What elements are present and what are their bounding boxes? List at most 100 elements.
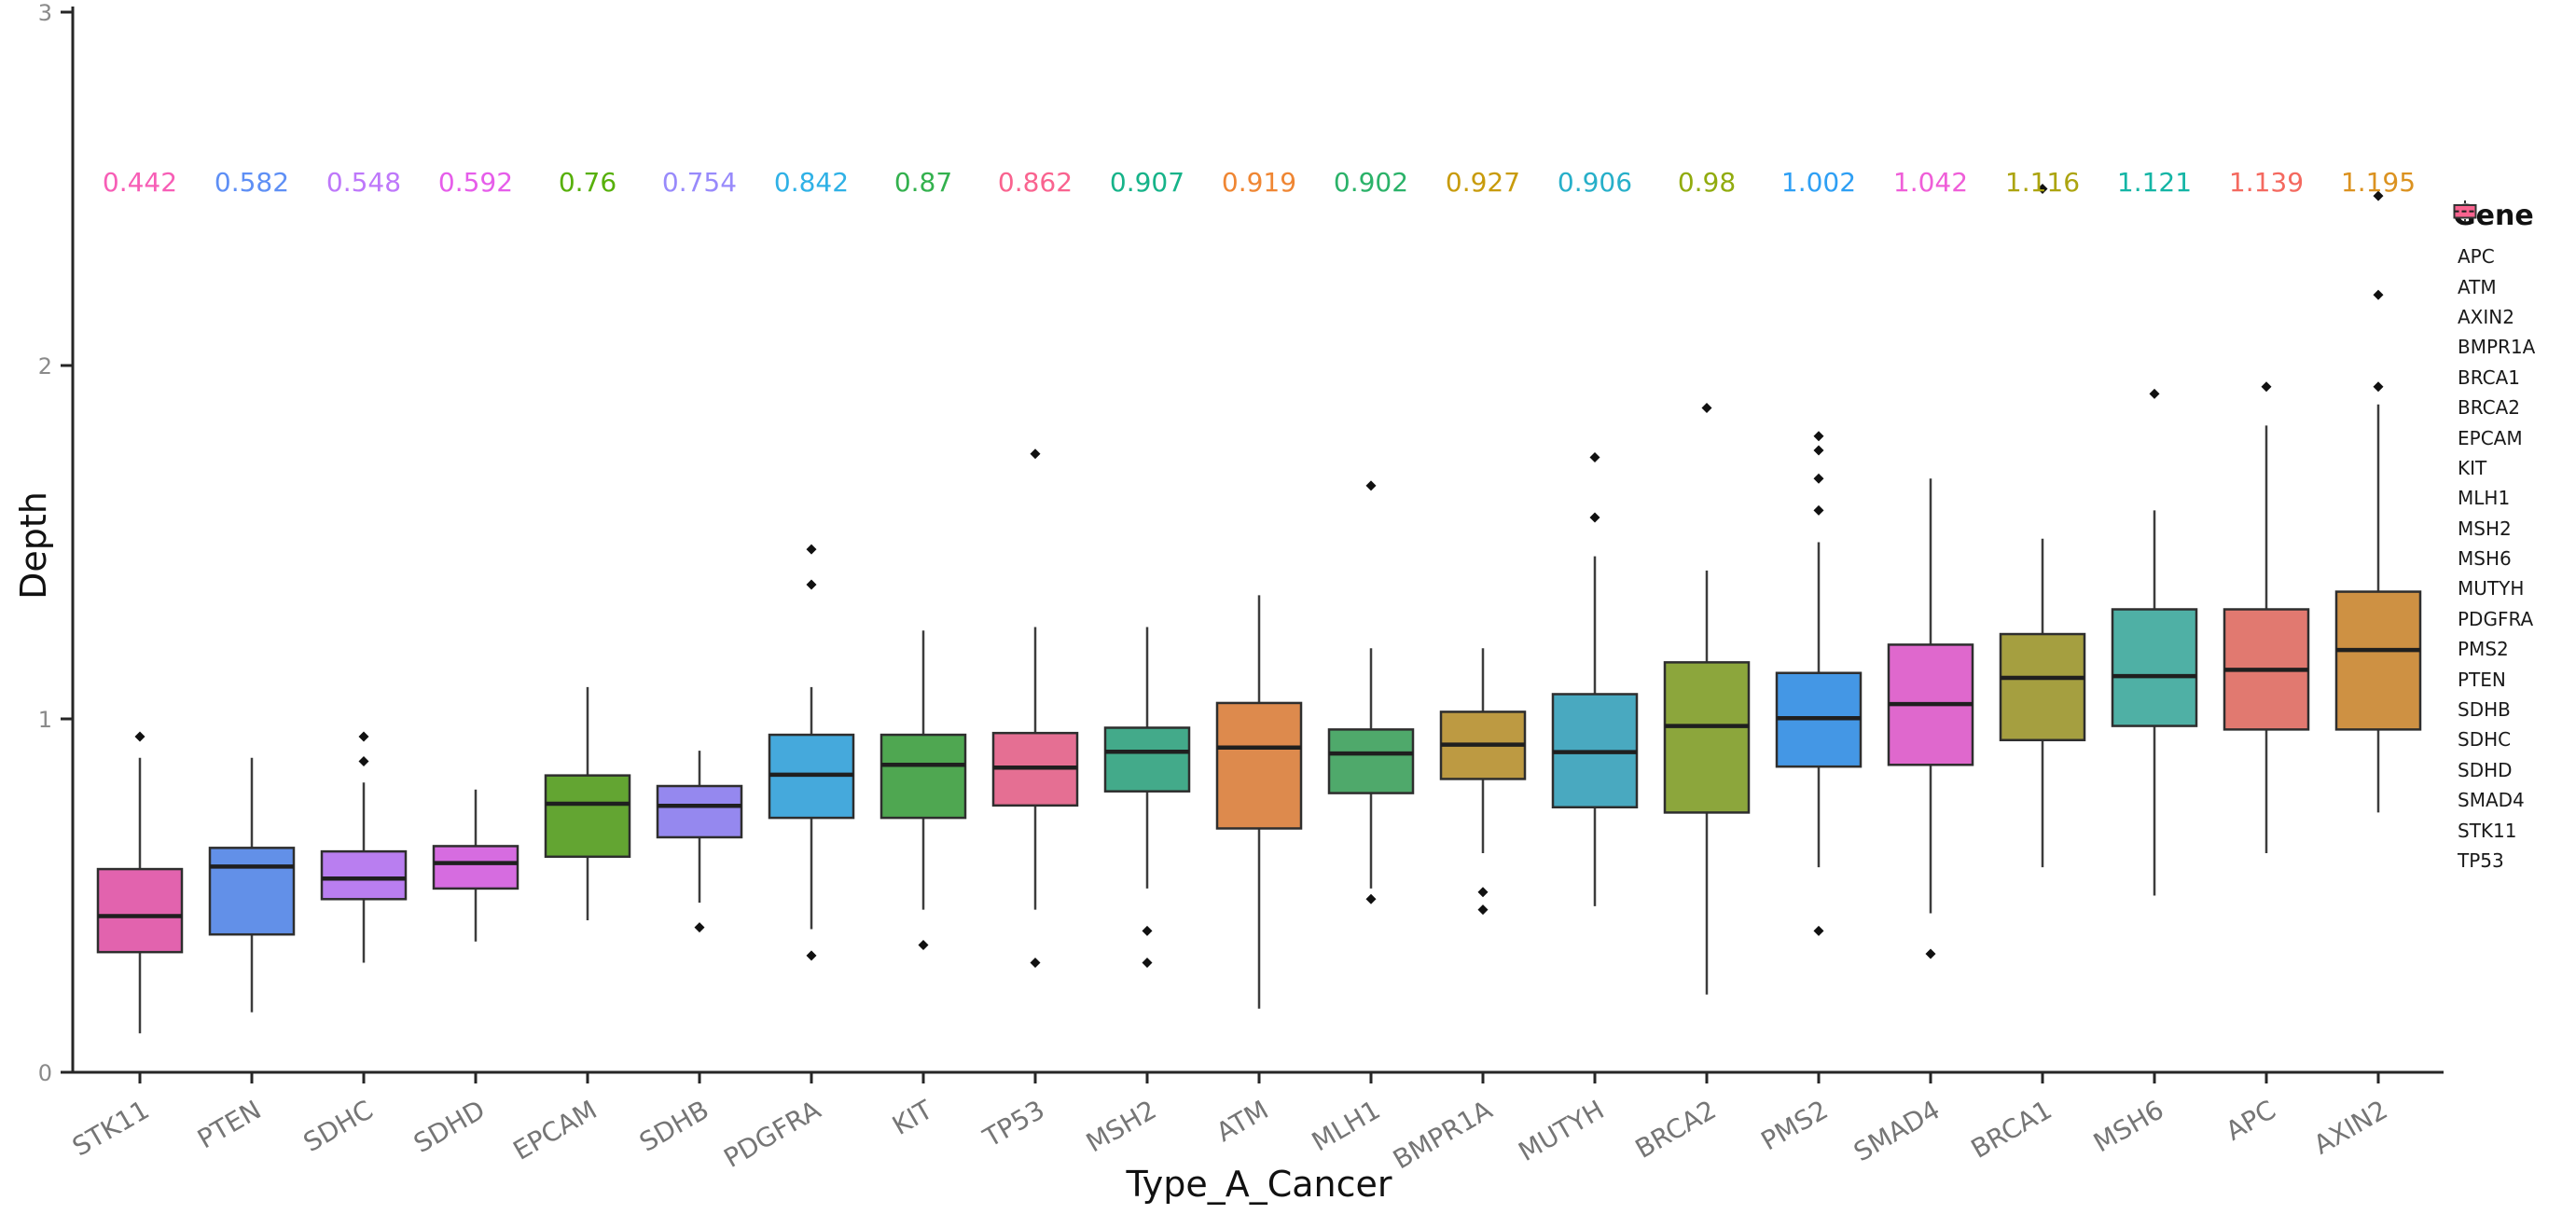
outlier-TP53 — [1030, 958, 1041, 969]
value-label-STK11: 0.442 — [103, 167, 177, 198]
legend-item-BRCA2: BRCA2 — [2451, 200, 2535, 422]
value-label-MUTYH: 0.906 — [1558, 167, 1632, 198]
outlier-TP53 — [1030, 448, 1041, 460]
box-BRCA2 — [1663, 661, 1751, 814]
legend-item-label: EPCAM — [2458, 426, 2523, 449]
x-tick-label-AXIN2: AXIN2 — [2308, 1094, 2392, 1160]
outlier-BMPR1A — [1477, 887, 1489, 898]
value-label-PMS2: 1.002 — [1781, 167, 1856, 198]
outlier-PDGFRA — [806, 579, 817, 590]
x-tick-label-STK11: STK11 — [67, 1094, 154, 1162]
value-label-PTEN: 0.582 — [215, 167, 289, 198]
y-axis-title: Depth — [13, 491, 54, 600]
legend-item-label: BRCA2 — [2458, 396, 2520, 420]
outlier-STK11 — [134, 731, 145, 742]
legend-item-APC: APC — [2451, 200, 2535, 271]
value-label-AXIN2: 1.195 — [2341, 167, 2416, 198]
y-tick-label: 0 — [38, 1060, 52, 1086]
outlier-MUTYH — [1589, 512, 1600, 523]
value-label-APC: 1.139 — [2229, 167, 2304, 198]
legend-item-MUTYH: MUTYH — [2451, 200, 2535, 603]
outlier-SDHB — [694, 922, 705, 933]
outlier-PDGFRA — [806, 544, 817, 555]
box-KIT — [879, 733, 967, 820]
x-tick-label-KIT: KIT — [887, 1094, 938, 1141]
x-tick-label-SDHD: SDHD — [409, 1094, 490, 1159]
x-tick-label-SDHB: SDHB — [634, 1094, 713, 1157]
legend-item-EPCAM: EPCAM — [2451, 200, 2535, 452]
outlier-PMS2 — [1813, 473, 1824, 484]
value-label-BRCA2: 0.98 — [1678, 167, 1736, 198]
legend-item-label: BRCA1 — [2458, 366, 2520, 389]
x-tick-label-TP53: TP53 — [977, 1094, 1050, 1153]
outlier-KIT — [918, 940, 929, 951]
legend-item-BMPR1A: BMPR1A — [2451, 200, 2536, 362]
outlier-PDGFRA — [806, 950, 817, 961]
x-tick-label-PMS2: PMS2 — [1756, 1094, 1834, 1156]
legend-item-label: PDGFRA — [2458, 607, 2534, 630]
box-STK11 — [96, 867, 184, 954]
legend-item-label: STK11 — [2458, 819, 2517, 842]
legend-item-STK11: STK11 — [2451, 200, 2535, 845]
legend-item-PTEN: PTEN — [2451, 200, 2535, 694]
value-label-SMAD4: 1.042 — [1893, 167, 1968, 198]
x-tick-label-ATM: ATM — [1212, 1094, 1274, 1148]
legend-item-label: SMAD4 — [2458, 789, 2525, 812]
value-label-ATM: 0.919 — [1222, 167, 1296, 198]
outlier-SDHC — [358, 731, 369, 742]
x-tick-label-MSH6: MSH6 — [2088, 1094, 2168, 1158]
legend-item-label: BMPR1A — [2458, 336, 2536, 359]
box-MLH1 — [1327, 728, 1415, 794]
value-label-MSH6: 1.121 — [2117, 167, 2192, 198]
x-tick-label-SDHC: SDHC — [298, 1094, 379, 1158]
outlier-BMPR1A — [1477, 904, 1489, 916]
value-label-PDGFRA: 0.842 — [774, 167, 849, 198]
x-tick-label-MUTYH: MUTYH — [1513, 1094, 1609, 1167]
x-tick-label-MSH2: MSH2 — [1081, 1094, 1161, 1158]
box-AXIN2 — [2334, 590, 2422, 731]
x-tick-label-PDGFRA: PDGFRA — [719, 1094, 826, 1173]
legend-item-SDHC: SDHC — [2451, 200, 2535, 754]
outlier-MLH1 — [1365, 893, 1377, 904]
legend-boxplot-glyph — [2453, 200, 2477, 223]
x-tick-label-BRCA1: BRCA1 — [1966, 1094, 2057, 1164]
legend-item-label: AXIN2 — [2458, 305, 2514, 328]
outlier-PMS2 — [1813, 925, 1824, 936]
legend-item-label: MLH1 — [2458, 487, 2511, 510]
legend-item-label: PMS2 — [2458, 638, 2509, 661]
legend-item-label: SDHC — [2458, 728, 2512, 752]
legend-item-SDHB: SDHB — [2451, 200, 2535, 724]
legend-item-label: KIT — [2458, 456, 2487, 479]
legend-item-SDHD: SDHD — [2451, 200, 2535, 785]
x-tick-label-BRCA2: BRCA2 — [1630, 1094, 1722, 1164]
outlier-MUTYH — [1589, 452, 1600, 463]
legend-item-label: APC — [2458, 245, 2495, 269]
box-ATM — [1215, 701, 1303, 830]
legend-item-label: SDHD — [2458, 758, 2513, 781]
value-label-MLH1: 0.902 — [1334, 167, 1408, 198]
outlier-MSH2 — [1142, 925, 1153, 936]
outlier-SMAD4 — [1925, 948, 1936, 959]
legend-item-MLH1: MLH1 — [2451, 200, 2535, 513]
legend: Gene APC ATM AXIN2 BMPR1A BRCA1 BRCA2 EPCAM KIT… — [2451, 200, 2535, 876]
outlier-SDHC — [358, 755, 369, 766]
value-label-TP53: 0.862 — [998, 167, 1073, 198]
box-MSH2 — [1103, 726, 1191, 793]
x-tick-label-PTEN: PTEN — [192, 1094, 266, 1154]
y-tick-label: 3 — [38, 0, 52, 26]
legend-item-AXIN2: AXIN2 — [2451, 200, 2535, 332]
outlier-AXIN2 — [2373, 381, 2384, 393]
outlier-AXIN2 — [2373, 289, 2384, 300]
legend-item-MSH2: MSH2 — [2451, 200, 2535, 544]
value-label-SDHD: 0.592 — [438, 167, 513, 198]
x-tick-label-SMAD4: SMAD4 — [1849, 1094, 1946, 1167]
outlier-MLH1 — [1365, 480, 1377, 491]
box-SDHD — [432, 845, 519, 890]
value-label-KIT: 0.87 — [894, 167, 952, 198]
box-PTEN — [208, 847, 296, 936]
outlier-PMS2 — [1813, 445, 1824, 456]
box-MSH6 — [2111, 608, 2198, 727]
outlier-BRCA1 — [2037, 184, 2048, 194]
